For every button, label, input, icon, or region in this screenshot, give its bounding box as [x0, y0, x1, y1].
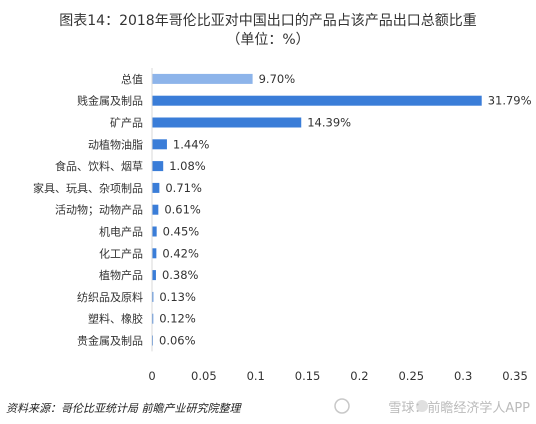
x-tick-label: 0.35 — [502, 369, 528, 383]
bar — [152, 139, 167, 150]
category-label: 化工产品 — [99, 246, 143, 260]
category-label: 贵金属及制品 — [77, 334, 143, 348]
category-label: 纺织品及原料 — [77, 290, 143, 304]
watermark-icon — [416, 400, 428, 412]
data-label: 9.70% — [259, 72, 296, 86]
category-label: 植物产品 — [99, 268, 143, 282]
x-tick-label: 0.2 — [350, 369, 368, 383]
source-note: 资料来源：哥伦比亚统计局 前瞻产业研究院整理 — [6, 402, 242, 415]
data-label: 14.39% — [307, 116, 351, 130]
category-label: 活动物；动物产品 — [55, 203, 143, 217]
data-label: 0.12% — [159, 312, 196, 326]
category-label: 动植物油脂 — [88, 137, 143, 151]
category-label: 塑料、橡胶 — [88, 312, 143, 326]
x-tick-label: 0.15 — [295, 369, 321, 383]
category-label: 贱金属及制品 — [77, 94, 143, 108]
category-label: 食品、饮料、烟草 — [55, 159, 143, 173]
data-label: 0.42% — [162, 246, 199, 260]
bar — [152, 95, 482, 106]
data-label: 31.79% — [488, 94, 532, 108]
category-label: 总值 — [121, 72, 143, 86]
chart-subtitle: （单位：%） — [226, 32, 309, 48]
data-label: 0.13% — [159, 290, 196, 304]
bar — [152, 73, 253, 84]
data-label: 0.45% — [163, 225, 200, 239]
data-label: 0.38% — [162, 268, 199, 282]
watermark-icon — [334, 398, 350, 414]
chart-title: 图表14：2018年哥伦比亚对中国出口的产品占该产品出口总额比重 — [59, 13, 476, 29]
bar — [152, 270, 156, 281]
data-label: 1.44% — [173, 137, 210, 151]
bar — [152, 248, 157, 259]
watermark-text: 雪球：前瞻经济学人APP — [388, 400, 530, 416]
category-label: 矿产品 — [110, 116, 143, 130]
data-label: 0.61% — [164, 203, 201, 217]
bar — [152, 117, 302, 128]
category-label: 机电产品 — [99, 225, 143, 239]
bar — [152, 226, 157, 237]
bar — [152, 161, 164, 172]
bar — [152, 313, 154, 324]
bar — [152, 291, 154, 302]
data-label: 0.71% — [165, 181, 202, 195]
data-label: 0.06% — [159, 334, 196, 348]
x-tick-label: 0.1 — [247, 369, 265, 383]
x-tick-label: 0 — [148, 369, 155, 383]
x-tick-label: 0.25 — [398, 369, 424, 383]
category-label: 家具、玩具、杂项制品 — [33, 181, 143, 195]
plot-area: 总值 9.70% 贱金属及制品 31.79% 矿产品 14.39% 动植物油脂 1.44% 食品… — [33, 68, 532, 383]
x-tick-label: 0.3 — [454, 369, 472, 383]
data-label: 1.08% — [169, 159, 206, 173]
bar — [152, 182, 160, 193]
x-tick-label: 0.05 — [191, 369, 217, 383]
bar — [152, 204, 159, 215]
watermark-logo — [334, 398, 428, 414]
